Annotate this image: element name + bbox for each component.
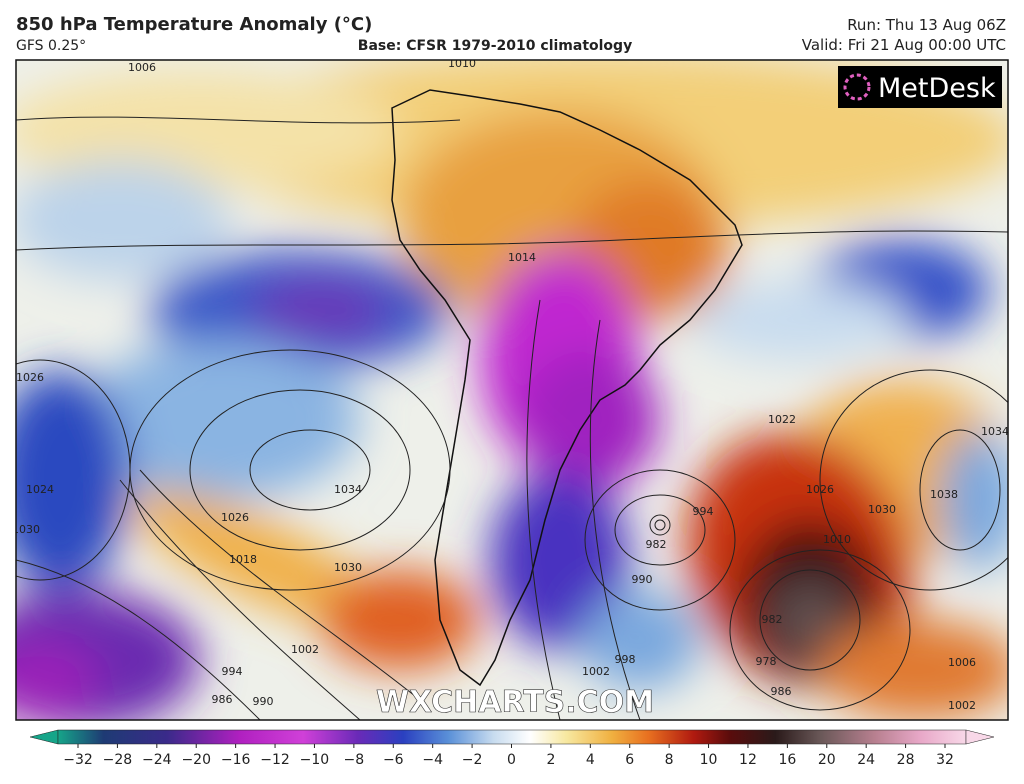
colorbar-label: 16 [778, 752, 796, 768]
colorbar-label: 24 [857, 752, 875, 768]
colorbar-label: 32 [936, 752, 954, 768]
colorbar-label: −20 [181, 752, 211, 768]
model: GFS 0.25° [16, 38, 86, 54]
isobar-label: 1006 [128, 61, 156, 74]
colorbar-label: 2 [546, 752, 555, 768]
colorbar-label: 10 [700, 752, 718, 768]
continent-outline [391, 89, 743, 687]
isobar-labels: 1006 1010 1014 1026 1024 1030 1034 1026 1018 1030… [12, 57, 1009, 712]
isobar-label: 1024 [26, 483, 54, 496]
colorbar-label: −10 [300, 752, 330, 768]
colorbar-bar [57, 729, 967, 745]
isobar-label: 1038 [930, 488, 958, 501]
isobar-label: 1002 [291, 643, 319, 656]
isobar-label: 994 [693, 505, 714, 518]
colorbar-high-end [965, 729, 995, 745]
isobar-label: 1014 [508, 251, 536, 264]
logo-box [838, 66, 1002, 108]
isobar-label: 982 [646, 538, 667, 551]
colorbar-label: −6 [383, 752, 404, 768]
isobar-label: 978 [756, 655, 777, 668]
run: Run: Thu 13 Aug 06Z [847, 16, 1006, 34]
colorbar: −32 −28 −24 −20 −16 −12 −10 −8 −6 −4 −2 0 2 4 6 8 10 12 16… [29, 729, 995, 768]
isobar-label: 1034 [981, 425, 1009, 438]
colorbar-low-end [29, 729, 59, 745]
map: MetDesk WXCHARTS.COM 1006 1010 1014 1026 102… [12, 57, 1009, 720]
isobar-label: 1030 [334, 561, 362, 574]
logo: MetDesk [878, 73, 996, 104]
colorbar-label: −2 [462, 752, 483, 768]
colorbar-label: 12 [739, 752, 757, 768]
isobar-label: 1030 [868, 503, 896, 516]
isobar-label: 994 [222, 665, 243, 678]
anomaly-field [16, 60, 1008, 720]
isobar-label: 1034 [334, 483, 362, 496]
isobar-label: 986 [771, 685, 792, 698]
colorbar-label: −16 [221, 752, 251, 768]
colorbar-label: 28 [897, 752, 915, 768]
isobar-label: 990 [632, 573, 653, 586]
colorbar-label: −8 [344, 752, 365, 768]
colorbar-label: −28 [103, 752, 133, 768]
isobar-label: 1010 [448, 57, 476, 70]
colorbar-label: 0 [507, 752, 516, 768]
colorbar-label: 8 [665, 752, 674, 768]
colorbar-label: −24 [142, 752, 172, 768]
isobar-label: 1006 [948, 656, 976, 669]
isobar-label: 1026 [16, 371, 44, 384]
isobars [16, 116, 1008, 720]
logo-icon [843, 73, 871, 101]
isobar-label: 990 [253, 695, 274, 708]
colorbar-label: 20 [818, 752, 836, 768]
valid: Valid: Fri 21 Aug 00:00 UTC [802, 36, 1006, 54]
map-frame [15, 59, 1009, 721]
isobar-label: 1010 [823, 533, 851, 546]
isobar-label: 1022 [768, 413, 796, 426]
isobar-label: 1018 [229, 553, 257, 566]
colorbar-label: −4 [422, 752, 443, 768]
isobar-label: 1002 [582, 665, 610, 678]
base: Base: CFSR 1979-2010 climatology [358, 38, 632, 54]
isobar-label: 986 [212, 693, 233, 706]
title: 850 hPa Temperature Anomaly (°C) [16, 14, 372, 35]
isobar-label: 1026 [221, 511, 249, 524]
watermark: WXCHARTS.COM [376, 685, 654, 720]
colorbar-label: 4 [586, 752, 595, 768]
isobar-label: 1002 [948, 699, 976, 712]
colorbar-label: 6 [625, 752, 634, 768]
isobar-label: 1026 [806, 483, 834, 496]
isobar-label: 1030 [12, 523, 40, 536]
isobar-label: 982 [762, 613, 783, 626]
colorbar-label: −32 [63, 752, 93, 768]
colorbar-labels: −32 −28 −24 −20 −16 −12 −10 −8 −6 −4 −2 0 2 4 6 8 10 12 16… [63, 744, 954, 768]
colorbar-label: −12 [260, 752, 290, 768]
isobar-label: 998 [615, 653, 636, 666]
